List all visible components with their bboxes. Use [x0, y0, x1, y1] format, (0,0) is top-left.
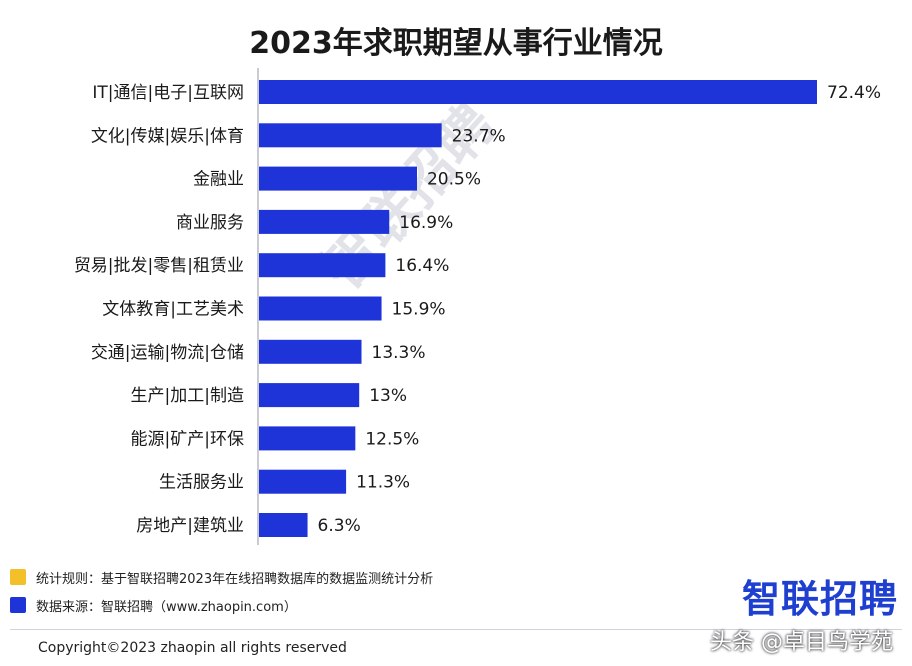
bar	[259, 80, 817, 104]
bar	[259, 383, 360, 408]
category-label: 贸易|批发|零售|租赁业	[74, 256, 244, 276]
value-label: 23.7%	[452, 126, 506, 146]
category-label: 文体教育|工艺美术	[102, 300, 244, 320]
bar	[259, 469, 347, 494]
bar	[259, 209, 390, 234]
bar	[259, 339, 362, 364]
value-label: 16.9%	[399, 213, 453, 233]
category-label: 能源|矿产|环保	[131, 429, 244, 449]
bar	[259, 426, 356, 451]
note-source: 数据来源：智联招聘（www.zhaopin.com）	[10, 594, 433, 616]
copyright-text: Copyright©2023 zhaopin all rights reserv…	[38, 640, 347, 656]
bar-chart: IT|通信|电子|互联网 72.4% 文化|传媒|娱乐|体育 23.7% 金融业 20.5…	[74, 68, 881, 545]
value-label: 16.4%	[395, 256, 449, 276]
zhaopin-logo: 智联招聘	[742, 577, 899, 621]
value-label: 13%	[369, 386, 407, 406]
note-rule-text: 统计规则：基于智联招聘2023年在线招聘数据库的数据监测统计分析	[36, 571, 434, 587]
category-label: 交通|运输|物流|仓储	[91, 343, 244, 363]
toutiao-watermark: 头条 @卓目鸟学苑	[710, 630, 893, 655]
category-label: IT|通信|电子|互联网	[92, 83, 244, 103]
category-label: 金融业	[193, 170, 244, 190]
bar	[259, 513, 308, 537]
bar	[259, 296, 382, 321]
value-label: 6.3%	[318, 516, 361, 536]
note-source-text: 数据来源：智联招聘（www.zhaopin.com）	[36, 599, 297, 615]
bar	[259, 253, 386, 278]
category-label: 商业服务	[176, 213, 244, 233]
footer-divider	[10, 629, 902, 630]
bar	[259, 166, 417, 191]
value-label: 15.9%	[392, 300, 446, 320]
category-label: 文化|传媒|娱乐|体育	[91, 126, 244, 146]
chart-notes: 统计规则：基于智联招聘2023年在线招聘数据库的数据监测统计分析 数据来源：智联…	[10, 566, 433, 622]
value-label: 11.3%	[356, 473, 410, 493]
note-rule: 统计规则：基于智联招聘2023年在线招聘数据库的数据监测统计分析	[10, 566, 433, 588]
category-label: 生产|加工|制造	[131, 386, 244, 406]
bar	[259, 123, 442, 148]
category-label: 生活服务业	[159, 473, 244, 493]
source-swatch-icon	[10, 597, 26, 613]
value-label: 13.3%	[372, 343, 426, 363]
category-label: 房地产|建筑业	[136, 516, 244, 536]
chart-title: 2023年求职期望从事行业情况	[249, 26, 663, 61]
rule-swatch-icon	[10, 569, 26, 585]
value-label: 72.4%	[827, 83, 881, 103]
value-label: 20.5%	[427, 170, 481, 190]
value-label: 12.5%	[365, 429, 419, 449]
